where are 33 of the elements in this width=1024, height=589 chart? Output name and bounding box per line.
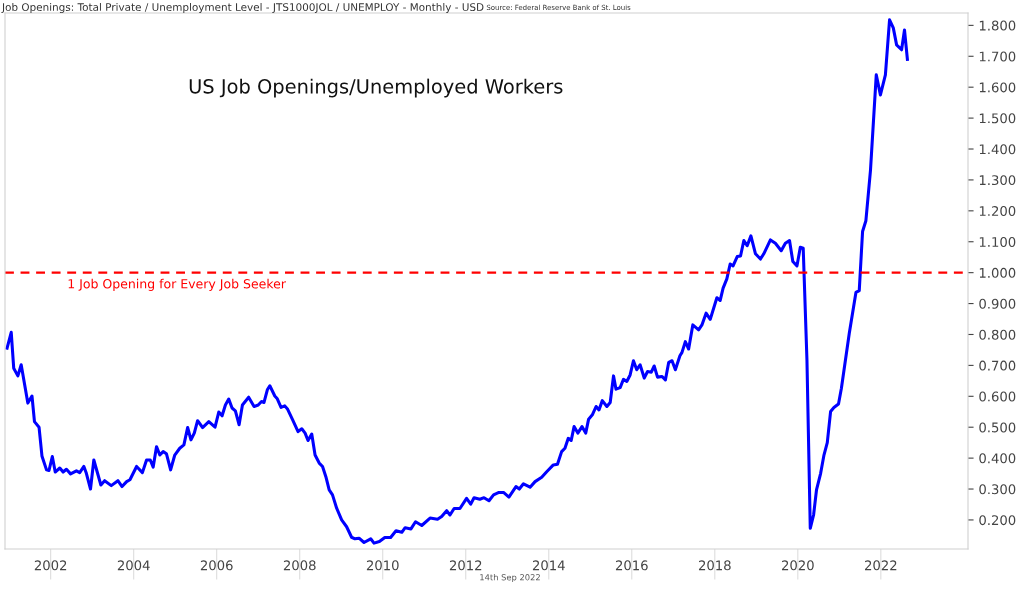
x-tick-label: 2012 [449, 560, 482, 571]
x-tick-label: 2022 [865, 560, 897, 571]
y-tick-label: 0.300 [979, 484, 1016, 495]
x-tick-label: 2016 [615, 560, 648, 571]
y-tick-label: 0.200 [979, 515, 1016, 526]
y-tick-label: 1.600 [979, 82, 1016, 93]
x-tick-label: 2008 [283, 560, 316, 571]
y-tick-label: 1.200 [979, 206, 1016, 217]
x-tick-label: 2020 [781, 560, 814, 571]
y-tick-label: 0.900 [979, 298, 1016, 309]
y-tick-label: 0.400 [979, 453, 1016, 464]
x-tick-label: 2006 [200, 560, 233, 571]
text: 14th Sep 2022 [480, 573, 540, 583]
x-tick-label: 2002 [34, 560, 67, 571]
y-tick-label: 0.800 [979, 329, 1016, 340]
y-tick-label: 1.300 [979, 175, 1016, 186]
line-series [5, 18, 909, 545]
x-tick-label: 2004 [117, 560, 150, 571]
y-tick-label: 1.500 [979, 113, 1016, 124]
y-tick-label: 1.100 [979, 236, 1016, 247]
y-tick-label: 1.700 [979, 51, 1016, 62]
chart-subtitle: Job Openings: Total Private / Unemployment Level - JTS1000JOL / UNEMPLOY - Monthly - USD [1, 2, 484, 14]
ref-line-label: 1 Job Opening for Every Job Seeker [68, 278, 286, 291]
x-tick-label: 2014 [532, 560, 565, 571]
y-tick-label: 1.000 [979, 267, 1016, 278]
y-tick-label: 0.700 [979, 360, 1016, 371]
y-tick-label: 1.800 [979, 20, 1016, 31]
y-tick-label: 0.600 [979, 391, 1016, 402]
x-tick-label: 2010 [366, 560, 399, 571]
text: US Job Openings/Unemployed Workers [189, 78, 563, 98]
y-tick-label: 0.500 [979, 422, 1016, 433]
y-tick-label: 1.400 [979, 144, 1016, 155]
x-tick-label: 2018 [698, 560, 731, 571]
